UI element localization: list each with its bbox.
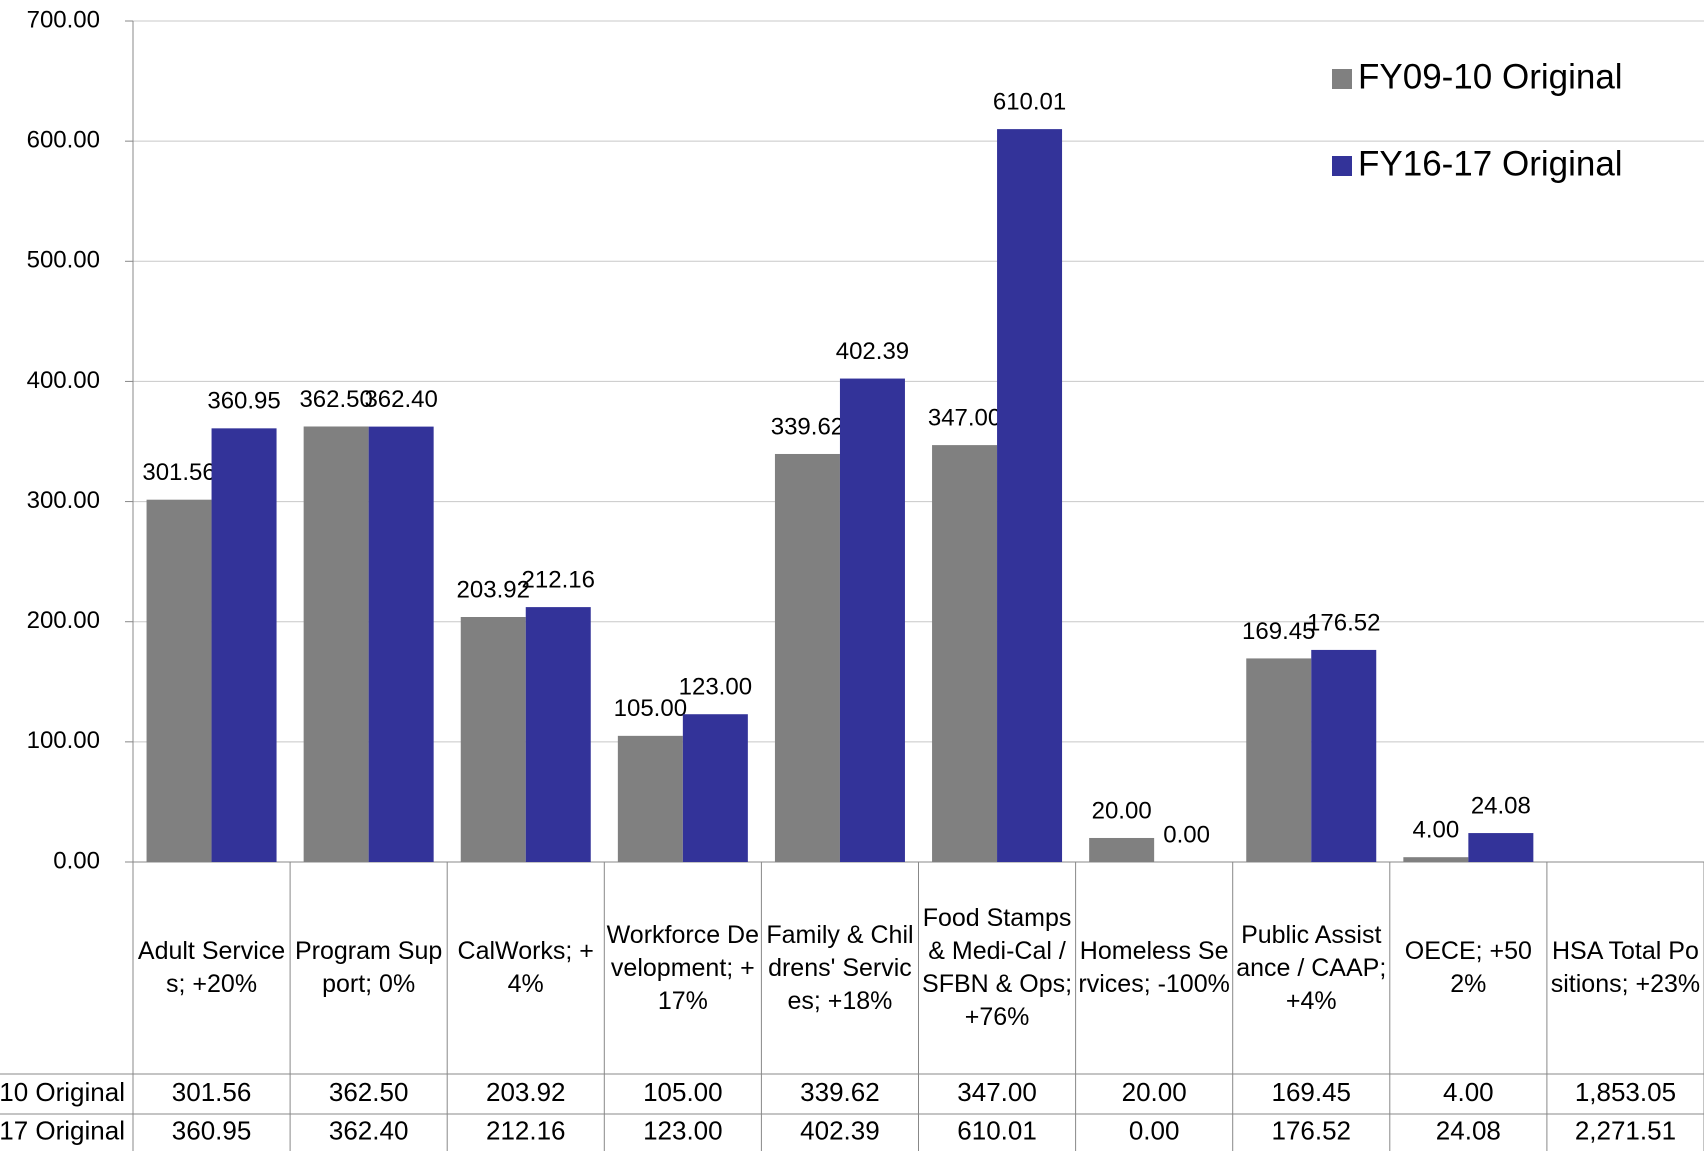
table-cell: 123.00: [643, 1115, 723, 1145]
table-cell: 0.00: [1129, 1115, 1180, 1145]
x-tick-label: OECE; +502%: [1404, 937, 1532, 998]
x-tick-label-box: Adult Services; +20%: [137, 937, 286, 998]
data-label: 362.40: [364, 386, 437, 413]
bar: [1311, 649, 1377, 862]
data-label: 169.45: [1242, 618, 1315, 645]
bar: [1468, 833, 1534, 862]
table-row-label: FY16-17 Original: [0, 1115, 125, 1145]
table-cell: 610.01: [957, 1115, 1037, 1145]
table-cell: 362.50: [329, 1077, 409, 1107]
x-tick-label: Adult Services; +20%: [137, 937, 286, 998]
x-tick-label: Homeless Services; -100%: [1078, 937, 1230, 998]
data-label: 20.00: [1092, 797, 1152, 824]
data-label: 360.95: [207, 388, 280, 415]
table-cell: 212.16: [486, 1115, 566, 1145]
bar: [617, 735, 683, 862]
x-tick-label-box: Workforce Development; +17%: [606, 920, 760, 1015]
table-cell: 1,853.05: [1575, 1077, 1676, 1107]
x-tick-label-box: OECE; +502%: [1404, 937, 1532, 998]
table-cell: 362.40: [329, 1115, 409, 1145]
bar: [1403, 857, 1469, 862]
data-label: 212.16: [522, 566, 595, 593]
x-tick-label: Program Support; 0%: [294, 937, 443, 998]
y-tick-label: 0.00: [53, 847, 100, 874]
table-cell: 2,271.51: [1575, 1115, 1676, 1145]
bar: [682, 714, 748, 862]
x-tick-label: Family & Childrens' Services; +18%: [766, 920, 914, 1015]
table-cell: 176.52: [1271, 1115, 1351, 1145]
table-cell: 169.45: [1271, 1077, 1351, 1107]
data-label: 4.00: [1412, 817, 1459, 844]
table-cell: 24.08: [1436, 1115, 1501, 1145]
x-tick-label-box: HSA Total Positions; +23%: [1550, 937, 1701, 998]
table-row-label: FY09-10 Original: [0, 1077, 125, 1107]
table-cell: 339.62: [800, 1077, 880, 1107]
legend-swatch: [1332, 69, 1352, 89]
bar: [1246, 658, 1312, 862]
data-label: 0.00: [1163, 821, 1210, 848]
y-tick-label: 200.00: [27, 607, 100, 634]
y-tick-label: 500.00: [27, 247, 100, 274]
legend-swatch: [1332, 156, 1352, 176]
y-tick-label: 100.00: [27, 727, 100, 754]
bar: [368, 426, 434, 862]
y-tick-label: 400.00: [27, 367, 100, 394]
x-tick-label: HSA Total Positions; +23%: [1550, 937, 1701, 998]
data-label: 176.52: [1307, 609, 1380, 636]
bar: [525, 607, 591, 862]
x-tick-label-box: Public Assistance / CAAP; +4%: [1236, 920, 1387, 1015]
table-cell: 360.95: [172, 1115, 252, 1145]
bar: [839, 378, 905, 862]
x-tick-label: Food Stamps & Medi-Cal / SFBN & Ops; +76…: [922, 904, 1073, 1031]
x-tick-label-box: Homeless Services; -100%: [1078, 937, 1230, 998]
bar: [146, 499, 212, 862]
data-label: 105.00: [614, 695, 687, 722]
data-label: 402.39: [836, 338, 909, 365]
data-label: 362.50: [299, 386, 372, 413]
x-tick-label-box: Family & Childrens' Services; +18%: [766, 920, 914, 1015]
bar: [997, 129, 1063, 862]
x-tick-label-box: Food Stamps & Medi-Cal / SFBN & Ops; +76…: [922, 904, 1073, 1031]
data-label: 203.92: [457, 576, 530, 603]
bar: [1089, 837, 1155, 862]
table-cell: 347.00: [957, 1077, 1037, 1107]
table-cell: 402.39: [800, 1115, 880, 1145]
x-tick-label: Public Assistance / CAAP; +4%: [1236, 920, 1387, 1015]
legend-label: FY16-17 Original: [1358, 144, 1623, 183]
bar: [932, 445, 998, 862]
data-label: 339.62: [771, 413, 844, 440]
x-tick-label: Workforce Development; +17%: [606, 920, 760, 1015]
legend-label: FY09-10 Original: [1358, 57, 1623, 96]
bar: [460, 617, 526, 862]
y-tick-label: 700.00: [27, 6, 100, 33]
bar: [774, 453, 840, 862]
y-tick-label: 600.00: [27, 126, 100, 153]
table-cell: 105.00: [643, 1077, 723, 1107]
data-label: 24.08: [1471, 792, 1531, 819]
y-tick-label: 300.00: [27, 487, 100, 514]
x-tick-label: CalWorks; +4%: [457, 937, 594, 998]
data-label: 610.01: [993, 88, 1066, 115]
bar: [211, 428, 277, 862]
table-cell: 203.92: [486, 1077, 566, 1107]
x-tick-label-box: Program Support; 0%: [294, 937, 443, 998]
bar: [303, 426, 369, 862]
table-cell: 301.56: [172, 1077, 252, 1107]
data-label: 123.00: [679, 674, 752, 701]
data-label: 347.00: [928, 404, 1001, 431]
x-tick-label-box: CalWorks; +4%: [457, 937, 594, 998]
table-cell: 4.00: [1443, 1077, 1494, 1107]
data-label: 301.56: [142, 459, 215, 486]
table-cell: 20.00: [1122, 1077, 1187, 1107]
